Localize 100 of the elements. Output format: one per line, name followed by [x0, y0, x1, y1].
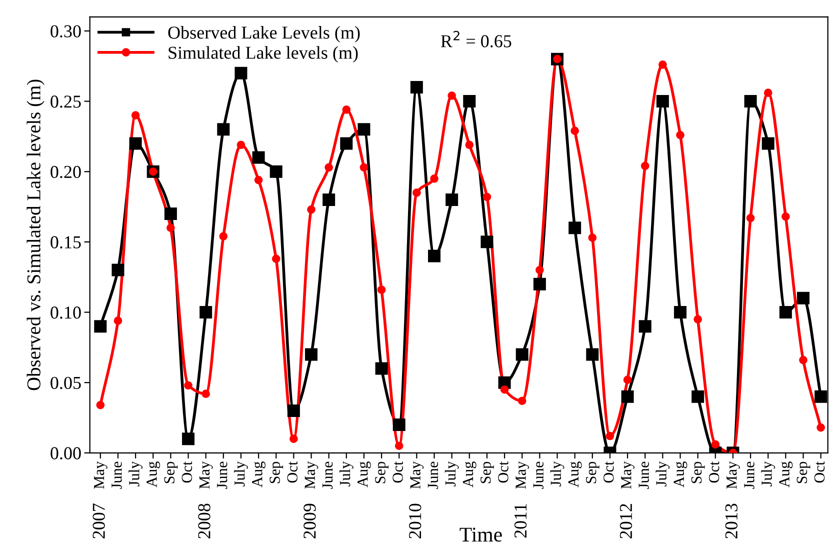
point — [324, 163, 333, 172]
point — [764, 88, 772, 98]
point — [322, 193, 336, 206]
x-tick-label: June — [638, 462, 649, 489]
annotation: R$^{2}$ = 0.65 — [440, 30, 512, 48]
point — [307, 205, 316, 214]
point — [814, 390, 828, 403]
x-tick-label: May — [410, 461, 424, 489]
x-tick-label: Oct — [604, 461, 614, 483]
point — [182, 432, 195, 446]
x-tick-label: June — [217, 462, 228, 489]
point — [533, 278, 546, 290]
point — [638, 320, 652, 333]
x-tick-label: July — [550, 461, 564, 486]
point — [448, 91, 456, 100]
point — [480, 236, 494, 248]
point — [796, 292, 810, 304]
x-tick-label: May — [94, 461, 108, 489]
x-tick-label: Sep — [796, 462, 810, 484]
x-tick-label: June — [112, 462, 122, 489]
x-tick-label: Oct — [392, 461, 403, 483]
point — [164, 208, 177, 220]
x-tick-label: May — [304, 461, 318, 489]
text: 2013 — [725, 504, 738, 538]
x-tick-label: Sep — [375, 462, 388, 484]
x-tick-label: June — [322, 462, 333, 489]
x-tick-label: Sep — [164, 462, 178, 484]
point — [570, 126, 579, 135]
point — [711, 440, 720, 449]
point — [360, 163, 368, 172]
point — [305, 348, 318, 361]
y-tick-label: 0.10 — [50, 306, 81, 319]
point — [762, 137, 774, 150]
point — [340, 137, 353, 150]
x-tick-label: July — [761, 461, 776, 486]
y-tick-label: 0.00 — [50, 447, 81, 460]
point — [692, 390, 704, 403]
text: 2010 — [409, 504, 422, 538]
x-tick-label: June — [428, 462, 438, 489]
point — [412, 188, 421, 197]
point — [816, 423, 825, 432]
legend-label: Observed Lake Levels (m) — [168, 26, 360, 42]
x-tick-label: July — [234, 461, 248, 486]
text: 2011 — [514, 504, 527, 538]
x-tick-label: Oct — [498, 461, 508, 483]
y-tick-label: 0.05 — [50, 376, 81, 390]
point — [252, 151, 265, 164]
x-tick-label: May — [726, 461, 740, 489]
x-tick-label: Oct — [182, 461, 192, 483]
point — [234, 66, 248, 80]
point — [131, 111, 140, 120]
x-tick-label: July — [656, 461, 670, 486]
point — [112, 264, 124, 276]
point — [779, 306, 792, 318]
point — [656, 95, 669, 108]
x-tick-label: Aug — [568, 462, 582, 488]
point — [518, 396, 526, 406]
text: 2009 — [304, 504, 316, 538]
x-tick-label: July — [444, 461, 459, 486]
text: 2012 — [620, 504, 632, 538]
y-tick-label: 0.15 — [50, 236, 81, 248]
text: 2007 — [92, 504, 105, 538]
point — [236, 140, 246, 150]
x-tick-label: June — [533, 462, 544, 489]
point — [782, 212, 790, 221]
point — [430, 174, 438, 183]
x-tick-label: Sep — [586, 462, 600, 484]
point — [342, 106, 351, 114]
x-tick-label: Sep — [480, 462, 494, 484]
point — [568, 222, 582, 234]
point — [428, 250, 440, 262]
point — [658, 60, 667, 69]
point — [482, 192, 492, 202]
point — [94, 320, 107, 333]
point — [746, 214, 755, 222]
point — [465, 140, 474, 150]
x-tick-label: Aug — [779, 462, 793, 488]
x-tick-label: Aug — [252, 462, 266, 488]
point — [219, 232, 228, 240]
y-axis-title: Observed vs. Simulated Lake levels (m) — [26, 80, 44, 390]
x-tick-label: Oct — [287, 461, 298, 483]
legend-label: Simulated Lake levels (m) — [168, 46, 358, 62]
point — [586, 348, 599, 361]
x-tick-label: June — [744, 462, 754, 489]
x-tick-label: May — [199, 461, 213, 489]
point — [463, 95, 476, 108]
point — [184, 381, 192, 390]
x-tick-label: Aug — [462, 462, 476, 488]
point — [588, 234, 597, 242]
point — [799, 356, 808, 364]
point — [694, 315, 702, 324]
point — [290, 434, 298, 443]
y-tick-label: 0.20 — [50, 166, 81, 178]
point — [606, 432, 614, 440]
point — [744, 95, 757, 108]
x-tick-label: Oct — [814, 461, 825, 483]
point — [621, 390, 634, 403]
point — [500, 385, 509, 394]
x-tick-label: Sep — [270, 462, 284, 484]
x-tick-label: July — [339, 461, 354, 486]
